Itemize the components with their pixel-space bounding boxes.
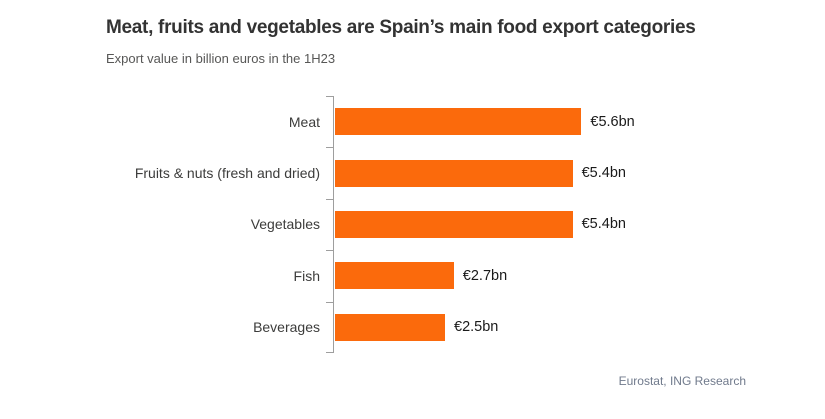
bar xyxy=(335,262,454,290)
bar-row: Vegetables €5.4bn xyxy=(0,199,825,250)
bar xyxy=(335,159,573,187)
value-label: €5.4bn xyxy=(581,216,626,233)
value-label: €2.5bn xyxy=(454,319,499,336)
value-label: €2.7bn xyxy=(462,267,508,284)
y-axis-line xyxy=(333,96,334,353)
bar-row: Fish €2.7bn xyxy=(0,250,825,301)
axis-tick xyxy=(326,301,333,303)
bar-track: €5.4bn xyxy=(333,159,825,187)
bar xyxy=(335,313,445,341)
axis-tick xyxy=(326,198,333,200)
bar xyxy=(335,108,582,136)
bar-track: €2.5bn xyxy=(333,313,825,341)
category-label: Fruits & nuts (fresh and dried) xyxy=(134,165,320,182)
bar-rows: Meat €5.6bn Fruits & nuts (fresh and dri… xyxy=(0,96,825,353)
bar-track: €5.6bn xyxy=(333,108,825,136)
category-label: Beverages xyxy=(253,319,320,336)
category-label: Vegetables xyxy=(250,216,320,233)
axis-tick xyxy=(326,250,333,252)
category-label: Meat xyxy=(288,113,320,130)
bar-track: €2.7bn xyxy=(333,262,825,290)
chart-subtitle: Export value in billion euros in the 1H2… xyxy=(106,51,336,66)
bar-row: Beverages €2.5bn xyxy=(0,302,825,353)
plot-area: Meat €5.6bn Fruits & nuts (fresh and dri… xyxy=(0,96,825,353)
source-note: Eurostat, ING Research xyxy=(618,374,746,388)
bar-row: Meat €5.6bn xyxy=(0,96,825,147)
bar-track: €5.4bn xyxy=(333,210,825,238)
bar xyxy=(335,210,573,238)
category-label: Fish xyxy=(293,267,320,284)
chart-title: Meat, fruits and vegetables are Spain’s … xyxy=(106,17,696,38)
axis-tick xyxy=(326,352,333,353)
value-label: €5.4bn xyxy=(581,165,626,182)
value-label: €5.6bn xyxy=(590,113,635,130)
axis-tick xyxy=(326,147,333,149)
axis-tick xyxy=(326,96,333,97)
bar-row: Fruits & nuts (fresh and dried) €5.4bn xyxy=(0,147,825,198)
